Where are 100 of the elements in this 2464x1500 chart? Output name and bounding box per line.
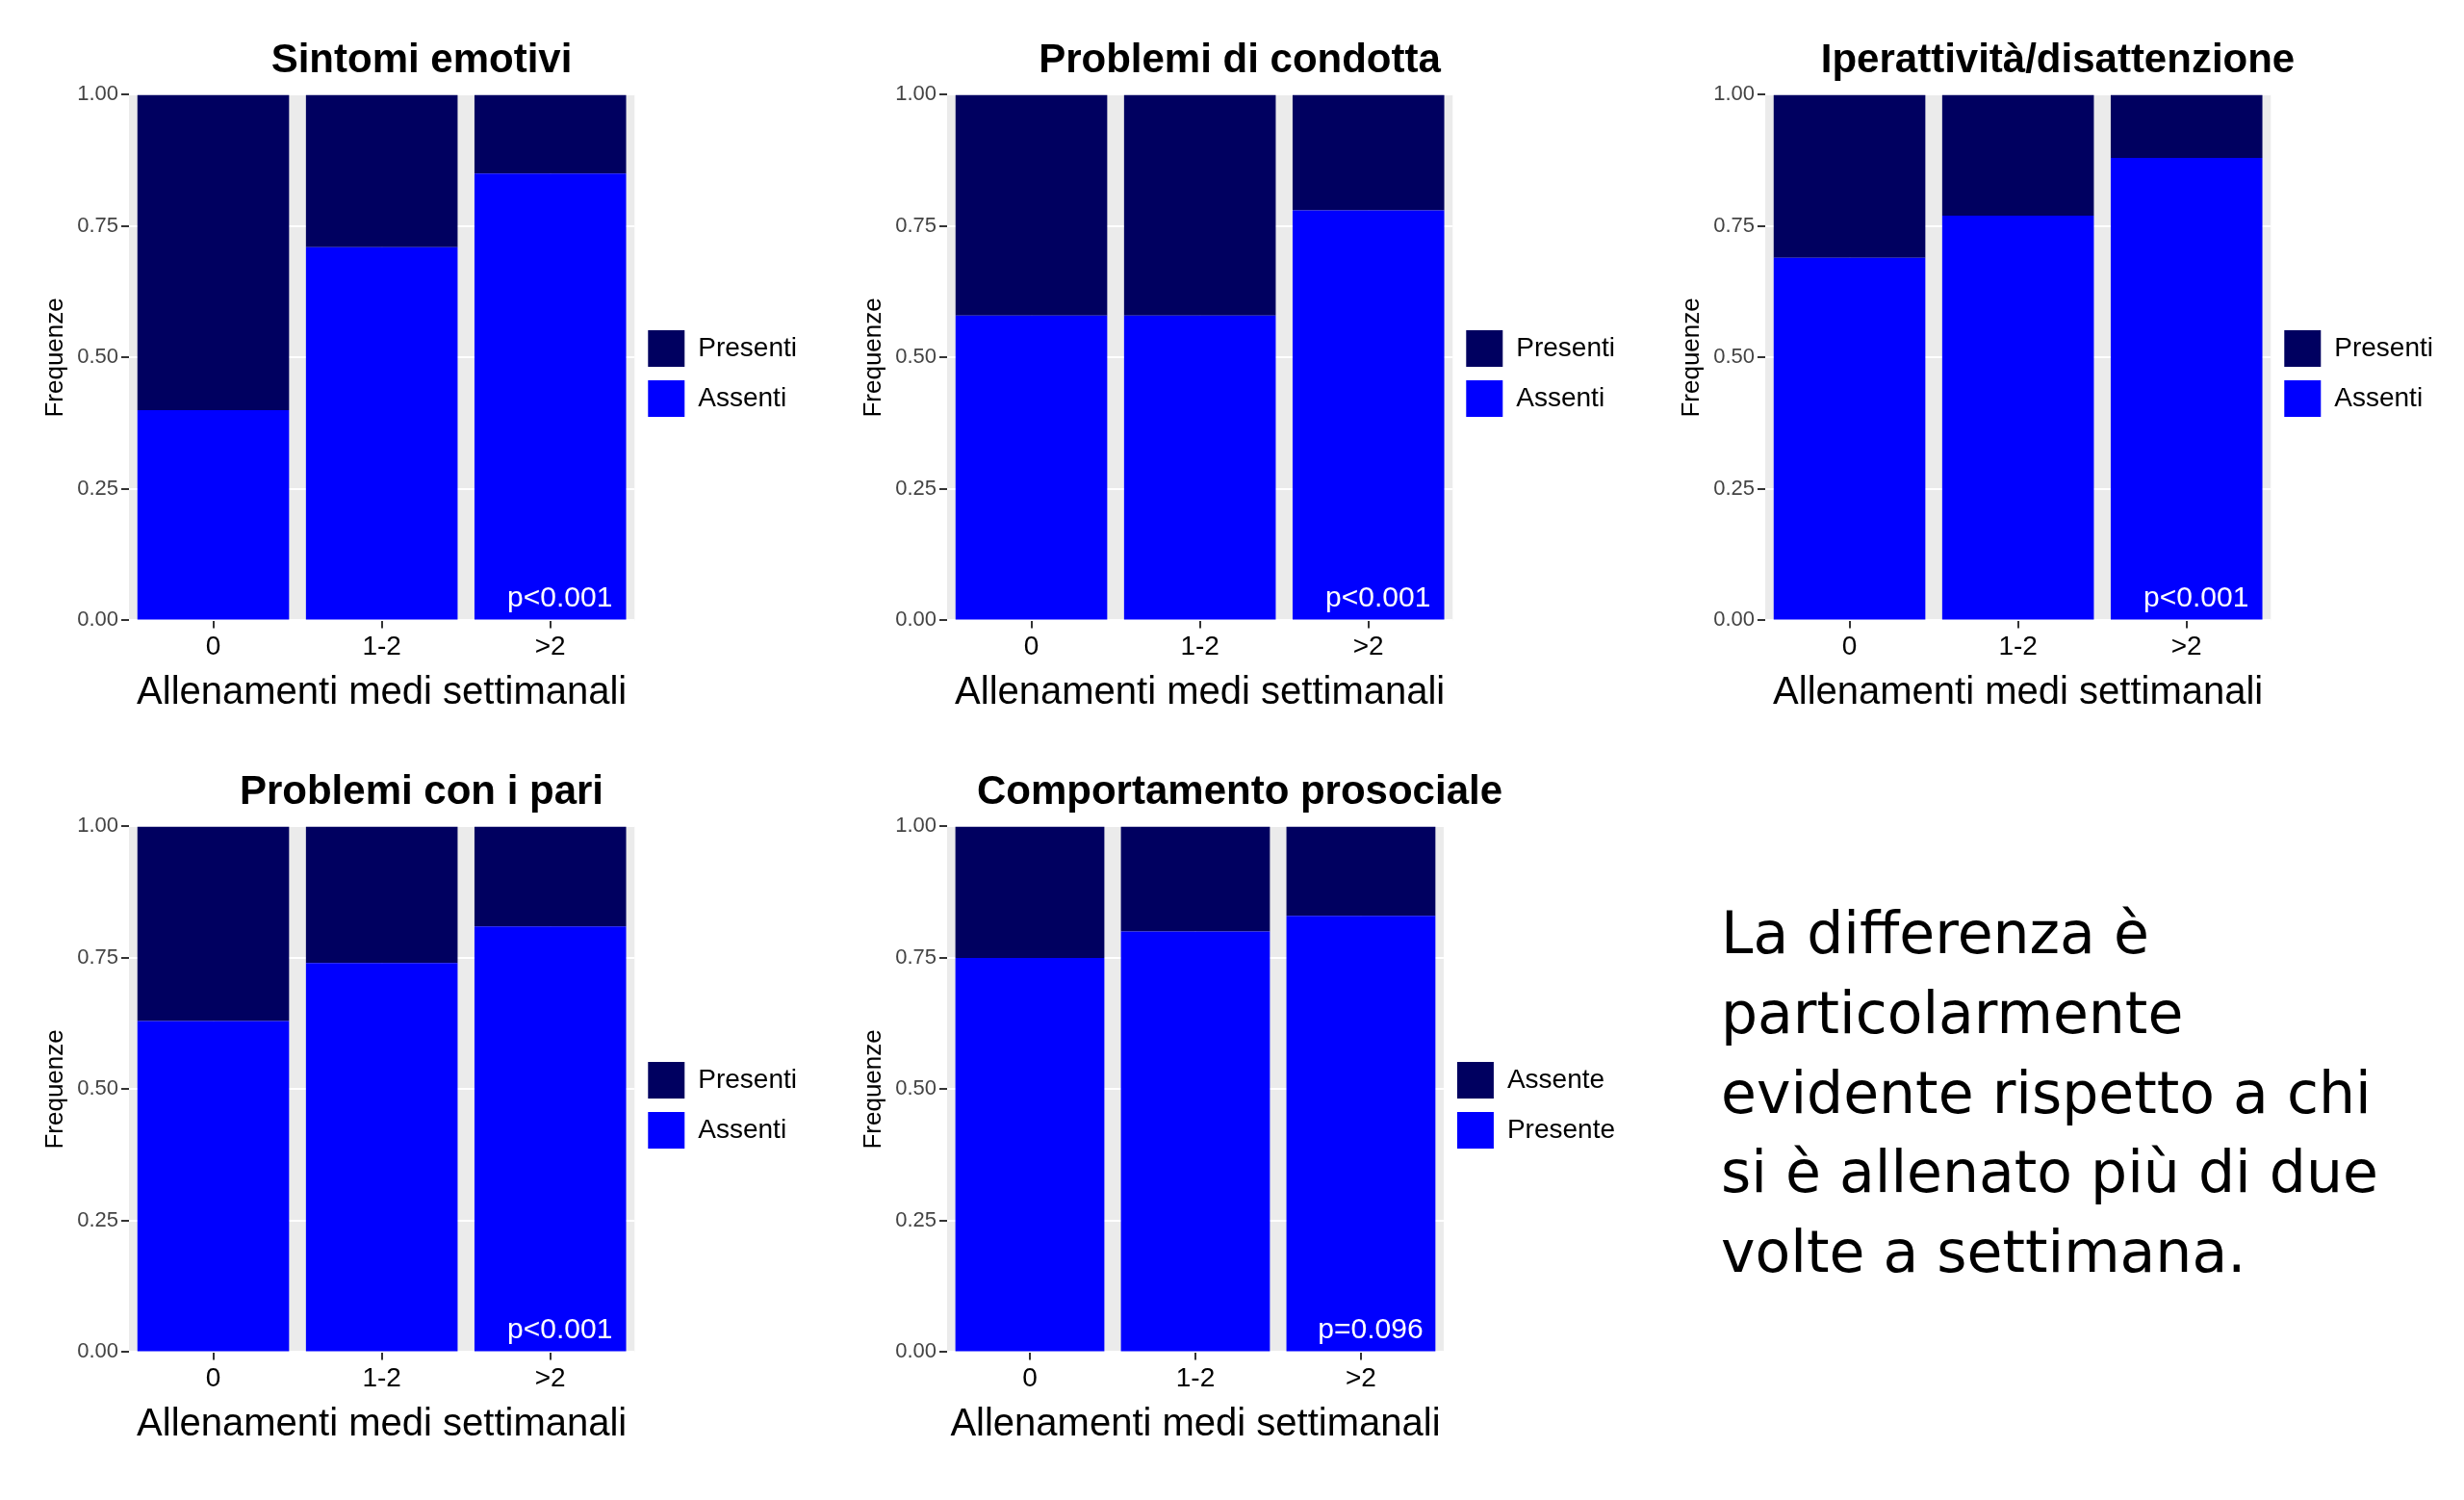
y-tick-label: 0.25 <box>77 1206 119 1231</box>
bar <box>137 1021 290 1352</box>
bar <box>305 246 458 620</box>
legend-label: Assenti <box>698 381 787 412</box>
x-tick-label: >2 <box>1345 1361 1376 1392</box>
x-tick-label: >2 <box>1352 630 1384 660</box>
x-tick-label: 0 <box>205 630 221 660</box>
y-tick-label: 0.75 <box>77 944 119 969</box>
chart-title: Sintomi emotivi <box>270 35 573 81</box>
y-tick-label: 0.50 <box>895 344 937 369</box>
legend-label: Presente <box>1506 1113 1616 1144</box>
y-tick-label: 0.25 <box>895 475 937 500</box>
bar <box>2110 157 2263 620</box>
bar <box>137 826 290 1022</box>
annotation: p<0.001 <box>1325 580 1431 612</box>
bar <box>474 173 627 620</box>
bar <box>474 926 627 1352</box>
bar <box>955 957 1105 1352</box>
x-axis-title: Allenamenti medi settimanali <box>137 1401 628 1444</box>
bar <box>137 94 290 410</box>
bar <box>1292 94 1445 211</box>
bar <box>305 94 458 247</box>
bar <box>1120 826 1270 932</box>
chart-title: Comportamento prosociale <box>976 766 1503 813</box>
bar <box>955 315 1108 620</box>
y-tick-label: 0.50 <box>77 344 119 369</box>
text: La differenza è particolarmente evidente rispetto a chi si è allenato più di due volte a settimana. <box>1721 898 2379 1288</box>
y-tick-label: 1.00 <box>77 81 119 106</box>
legend-label: Presenti <box>1516 331 1615 362</box>
x-axis-title: Allenamenti medi settimanali <box>137 669 628 712</box>
y-tick-label: 0.50 <box>77 1075 119 1100</box>
y-tick-label: 1.00 <box>1713 81 1756 106</box>
y-tick-label: 0.75 <box>895 944 937 969</box>
x-tick-label: >2 <box>534 630 566 660</box>
legend-label: Presenti <box>698 331 797 362</box>
y-tick-label: 0.75 <box>1713 212 1756 237</box>
bar <box>1941 215 2094 620</box>
bar <box>305 963 458 1352</box>
legend-label: Assenti <box>2334 381 2424 412</box>
y-axis-title: Frequenze <box>38 1029 68 1150</box>
legend-label: Presenti <box>698 1063 797 1094</box>
legend-label: Assenti <box>1516 381 1605 412</box>
y-tick-label: 1.00 <box>895 81 937 106</box>
bar <box>1941 94 2094 216</box>
y-tick-label: 0.00 <box>895 1338 937 1363</box>
x-axis-title: Allenamenti medi settimanali <box>950 1401 1441 1444</box>
bar <box>305 826 458 964</box>
x-tick-label: 1-2 <box>362 630 401 660</box>
annotation: p=0.096 <box>1318 1311 1424 1344</box>
chart-title: Problemi di condotta <box>1039 35 1442 81</box>
y-tick-label: 1.00 <box>895 813 937 838</box>
y-tick-label: 0.00 <box>77 1338 119 1363</box>
bar <box>1773 257 1926 620</box>
y-tick-label: 0.25 <box>895 1206 937 1231</box>
bar <box>1123 94 1276 316</box>
x-tick-label: >2 <box>534 1361 566 1392</box>
y-axis-title: Frequenze <box>857 1029 886 1150</box>
bar <box>1286 826 1436 917</box>
legend-label: Assente <box>1506 1063 1605 1094</box>
y-tick-label: 0.50 <box>1713 344 1756 369</box>
x-tick-label: 1-2 <box>1180 630 1219 660</box>
x-tick-label: 1-2 <box>1175 1361 1216 1392</box>
x-tick-label: >2 <box>2170 630 2202 660</box>
bar <box>1773 94 1926 258</box>
bar <box>1120 931 1270 1352</box>
y-tick-label: 1.00 <box>77 813 119 838</box>
chart-title: Problemi con i pari <box>239 766 604 813</box>
x-tick-label: 0 <box>1022 1361 1038 1392</box>
bar <box>955 826 1105 958</box>
annotation: p<0.001 <box>507 580 613 612</box>
y-axis-title: Frequenze <box>1675 297 1705 418</box>
y-tick-label: 0.75 <box>77 212 119 237</box>
y-tick-label: 0.00 <box>895 607 937 632</box>
x-axis-title: Allenamenti medi settimanali <box>955 669 1446 712</box>
bar <box>1292 210 1445 620</box>
legend-label: Presenti <box>2334 331 2433 362</box>
bar <box>2110 94 2263 158</box>
x-tick-label: 0 <box>1841 630 1858 660</box>
y-tick-label: 0.00 <box>77 607 119 632</box>
annotation: p<0.001 <box>507 1311 613 1344</box>
chart-title: Iperattività/disattenzione <box>1820 35 2296 81</box>
y-axis-title: Frequenze <box>857 297 886 418</box>
bar <box>474 826 627 927</box>
annotation: p<0.001 <box>2143 580 2249 612</box>
x-tick-label: 0 <box>205 1361 221 1392</box>
y-tick-label: 0.50 <box>895 1075 937 1100</box>
x-tick-label: 0 <box>1023 630 1040 660</box>
bar <box>1286 916 1436 1352</box>
bar <box>1123 315 1276 620</box>
x-tick-label: 1-2 <box>1998 630 2038 660</box>
y-tick-label: 0.75 <box>895 212 937 237</box>
bar <box>955 94 1108 316</box>
y-tick-label: 0.00 <box>1713 607 1756 632</box>
legend-label: Assenti <box>698 1113 787 1144</box>
bar <box>137 410 290 620</box>
x-axis-title: Allenamenti medi settimanali <box>1773 669 2264 712</box>
y-tick-label: 0.25 <box>1713 475 1756 500</box>
x-tick-label: 1-2 <box>362 1361 401 1392</box>
y-tick-label: 0.25 <box>77 475 119 500</box>
bar <box>474 94 627 174</box>
